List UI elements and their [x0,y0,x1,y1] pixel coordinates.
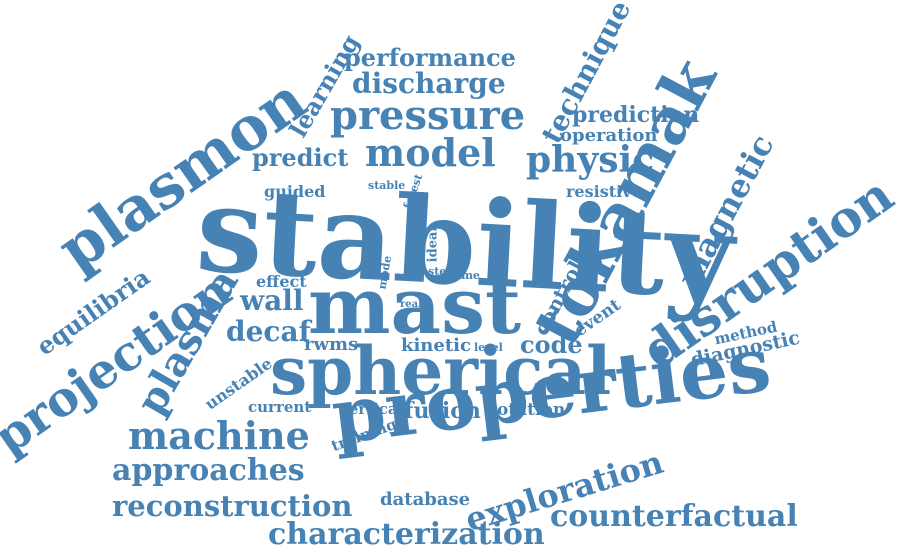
word-time: time [452,269,480,282]
word-physic: physic [526,139,655,181]
word-effect: effect [256,272,307,291]
word-decaf: decaf [226,315,311,348]
word-fusion: fusion [404,398,481,424]
word-database: database [380,489,471,510]
word-predict: predict [252,143,349,172]
word-counterfactual: counterfactual [550,499,798,534]
word-characterization: characterization [268,517,545,552]
word-vertical: vertical [340,400,404,418]
word-reconstruction: reconstruction [112,489,353,523]
word-real: real [400,299,422,310]
word-step: step [428,265,454,278]
word-resistive: resistive [566,182,642,201]
word-stable: stable [368,179,406,192]
word-model: model [365,130,496,175]
word-rwms: rwms [304,334,359,355]
word-pressure: pressure [330,92,526,139]
word-spherical: spherical [270,332,612,410]
word-level: level [474,341,503,354]
word-mast: mast [308,261,522,352]
word-rotation: rotation [488,400,566,420]
word-code: code [520,330,583,359]
word-guided: guided [264,182,326,201]
word-kinetic: kinetic [401,335,471,356]
word-approaches: approaches [112,453,305,488]
word-wall: wall [240,284,304,317]
word-discharge: discharge [352,67,506,100]
word-machine: machine [128,413,310,458]
word-ideal: ideal [425,226,441,263]
word-current: current [248,398,312,416]
word-operation: operation [560,125,658,146]
word-performance: performance [344,43,516,72]
word-prediction: prediction [572,102,700,128]
